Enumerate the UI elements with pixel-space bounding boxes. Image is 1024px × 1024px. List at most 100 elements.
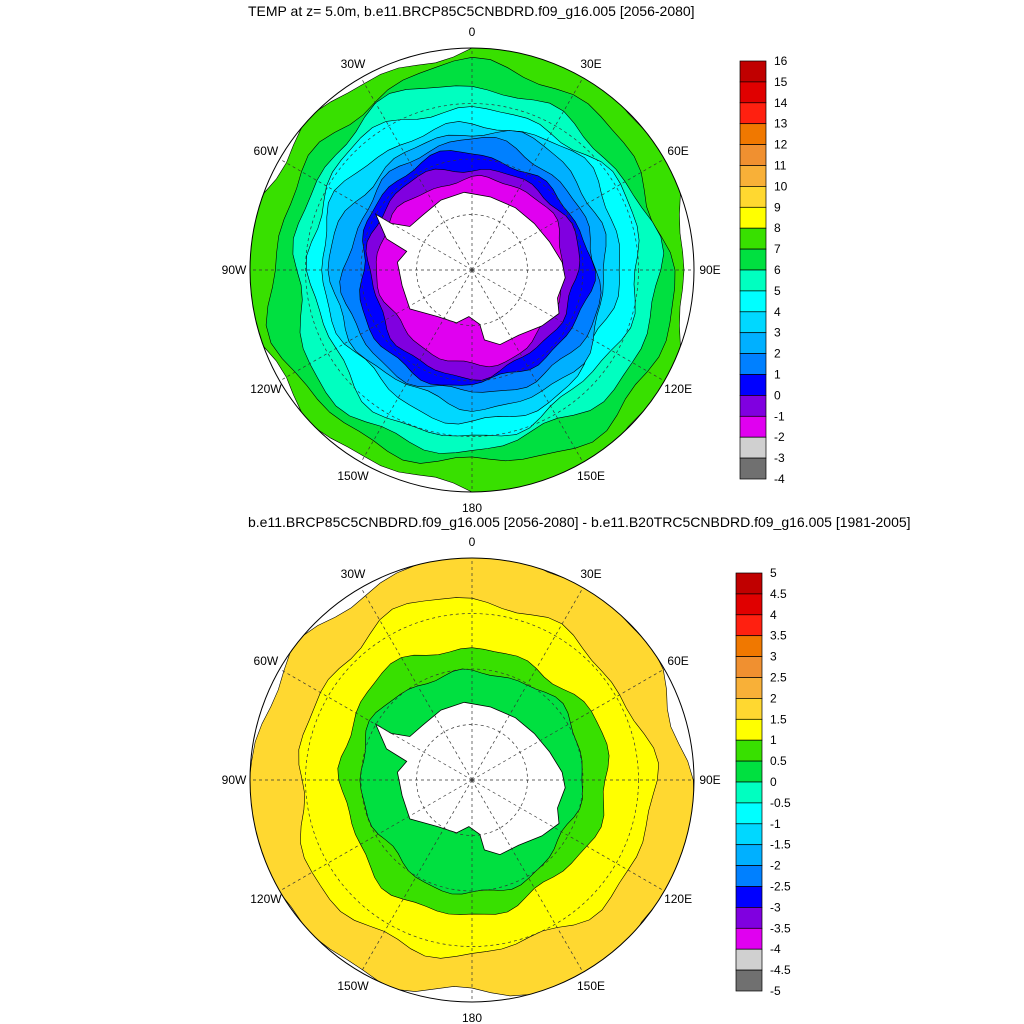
- longitude-label-120w: 120W: [250, 382, 282, 396]
- colorbar-swatch: [735, 614, 763, 637]
- colorbar-tick-label: 9: [774, 200, 781, 214]
- colorbar-tick-label: -3: [770, 900, 781, 914]
- colorbar-tick-label: 4.5: [770, 587, 787, 601]
- colorbar-tick-label: -2: [774, 430, 785, 444]
- colorbar-tick-label: -1.5: [770, 838, 791, 852]
- colorbar-swatch: [735, 907, 763, 929]
- colorbar-tick-label: 4: [774, 305, 781, 319]
- colorbar: 5 4.5 4 3.5 3 2.5 2 1.5 1 0.5 0 -0.5 -1 -1.5 -2 -2.5 -3 -…: [735, 566, 791, 998]
- colorbar-tick-label: 3.5: [770, 629, 787, 643]
- colorbar-tick-label: -5: [770, 984, 781, 998]
- meridian-line: [471, 668, 665, 781]
- longitude-label-90w: 90W: [222, 773, 247, 787]
- longitude-label-180: 180: [462, 501, 482, 515]
- colorbar-swatch: [739, 457, 767, 480]
- longitude-label-0: 0: [469, 535, 476, 549]
- colorbar-swatch: [739, 248, 767, 271]
- colorbar-tick-label: -1: [770, 817, 781, 831]
- colorbar-swatch: [739, 353, 767, 375]
- colorbar-swatch: [735, 593, 763, 616]
- latitude-circle: [305, 103, 639, 437]
- colorbar-tick-label: 7: [774, 242, 781, 256]
- map-title-temperature: TEMP at z= 5.0m, b.e11.BRCP85C5CNBDRD.f0…: [248, 3, 695, 19]
- meridian-line: [279, 158, 473, 271]
- meridian-line: [471, 269, 584, 463]
- colorbar-tick-label: -4.5: [770, 963, 791, 977]
- meridian-line: [360, 587, 473, 781]
- colorbar-swatch: [735, 969, 763, 992]
- colorbar-swatch: [739, 165, 767, 187]
- colorbar-tick-label: 12: [774, 138, 788, 152]
- colorbar-swatch: [735, 781, 763, 804]
- colorbar-swatch: [739, 60, 767, 83]
- colorbar-tick-label: 6: [774, 263, 781, 277]
- colorbar-swatch: [739, 395, 767, 417]
- colorbar-tick-label: 3: [770, 650, 777, 664]
- colorbar-swatch: [739, 144, 767, 166]
- longitude-label-150e: 150E: [577, 469, 605, 483]
- longitude-label-120e: 120E: [664, 382, 692, 396]
- colorbar-tick-label: -2.5: [770, 880, 791, 894]
- meridian-line: [471, 587, 584, 781]
- colorbar-tick-label: 2: [774, 347, 781, 361]
- longitude-label-150w: 150W: [337, 979, 369, 993]
- colorbar-tick-label: 5: [774, 284, 781, 298]
- colorbar-swatch: [735, 802, 763, 825]
- colorbar-swatch: [739, 415, 767, 438]
- colorbar-swatch: [735, 760, 763, 783]
- longitude-label-60w: 60W: [254, 144, 279, 158]
- longitude-label-150e: 150E: [577, 979, 605, 993]
- longitude-label-150w: 150W: [337, 469, 369, 483]
- longitude-label-30w: 30W: [341, 57, 366, 71]
- colorbar-tick-label: -1: [774, 409, 785, 423]
- colorbar-swatch: [739, 269, 767, 292]
- meridian-line: [471, 779, 584, 973]
- colorbar-swatch: [735, 572, 763, 595]
- polar-map-panel-2: 0 30E 60E 90E 120E 150E 180 150W 120W 90W 60W 30W 5 4…: [222, 535, 791, 1024]
- colorbar-swatch: [735, 739, 763, 762]
- colorbar-swatch: [739, 123, 767, 145]
- colorbar-tick-label: 1.5: [770, 712, 787, 726]
- colorbar-tick-label: 15: [774, 75, 788, 89]
- colorbar-swatch: [739, 290, 767, 313]
- colorbar-tick-label: 11: [774, 159, 787, 173]
- colorbar-swatch: [735, 844, 763, 866]
- meridian-line: [471, 269, 665, 382]
- colorbar-tick-label: 1: [770, 733, 777, 747]
- colorbar-tick-label: 1: [774, 368, 781, 382]
- colorbar-swatch: [739, 206, 767, 229]
- longitude-label-90e: 90E: [699, 773, 720, 787]
- meridian-line: [279, 668, 473, 781]
- colorbar-tick-label: 4: [770, 608, 777, 622]
- colorbar-swatch: [739, 374, 767, 396]
- colorbar-swatch: [735, 718, 763, 741]
- colorbar-tick-label: 14: [774, 96, 788, 110]
- longitude-label-0: 0: [469, 25, 476, 39]
- longitude-label-60w: 60W: [254, 654, 279, 668]
- colorbar-tick-label: -2: [770, 859, 781, 873]
- colorbar-tick-label: 2: [770, 691, 777, 705]
- meridian-line: [279, 779, 473, 892]
- longitude-label-60e: 60E: [667, 654, 688, 668]
- colorbar-swatch: [735, 865, 763, 887]
- meridian-line: [471, 779, 665, 892]
- longitude-label-30e: 30E: [580, 567, 601, 581]
- colorbar-swatch: [735, 656, 763, 678]
- colorbar-tick-label: 10: [774, 179, 788, 193]
- colorbar-tick-label: 0: [774, 388, 781, 402]
- longitude-label-120w: 120W: [250, 892, 282, 906]
- colorbar-tick-label: -3.5: [770, 921, 791, 935]
- colorbar-swatch: [735, 698, 763, 720]
- colorbar-swatch: [739, 311, 767, 334]
- colorbar-tick-label: 5: [770, 566, 777, 580]
- longitude-label-180: 180: [462, 1011, 482, 1024]
- colorbar-swatch: [735, 927, 763, 950]
- colorbar-tick-label: 16: [774, 54, 788, 68]
- colorbar-swatch: [735, 948, 763, 971]
- colorbar-swatch: [739, 81, 767, 104]
- colorbar-tick-label: 13: [774, 117, 788, 131]
- longitude-label-120e: 120E: [664, 892, 692, 906]
- meridian-line: [471, 158, 665, 271]
- meridian-line: [360, 779, 473, 973]
